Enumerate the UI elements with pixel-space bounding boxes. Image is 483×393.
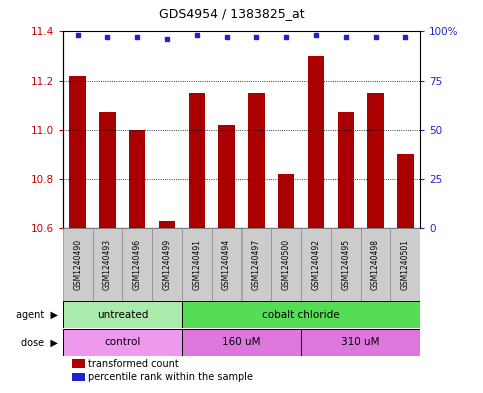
Text: GSM1240495: GSM1240495 [341,239,350,290]
Bar [99,112,115,228]
Text: GSM1240498: GSM1240498 [371,239,380,290]
Bar [129,130,145,228]
Text: untreated: untreated [97,310,148,320]
Text: 160 uM: 160 uM [222,337,261,347]
Text: GSM1240492: GSM1240492 [312,239,320,290]
Bar [242,228,271,301]
Bar [271,228,301,301]
Bar [70,75,86,228]
Bar [63,329,182,356]
Bar [212,228,242,301]
Bar [152,228,182,301]
Bar [390,228,420,301]
Bar [397,154,413,228]
Text: GSM1240497: GSM1240497 [252,239,261,290]
Bar [63,301,182,328]
Bar [93,228,122,301]
Bar [63,228,93,301]
Text: percentile rank within the sample: percentile rank within the sample [88,372,253,382]
Bar [301,329,420,356]
Text: GDS4954 / 1383825_at: GDS4954 / 1383825_at [159,7,305,20]
Bar [278,174,294,228]
Text: GSM1240494: GSM1240494 [222,239,231,290]
Bar [182,228,212,301]
Bar [189,93,205,228]
Bar [122,228,152,301]
Text: GSM1240491: GSM1240491 [192,239,201,290]
Text: control: control [104,337,141,347]
Bar [368,93,384,228]
Bar [301,228,331,301]
Bar [182,329,301,356]
Text: agent  ▶: agent ▶ [16,310,58,320]
Text: dose  ▶: dose ▶ [21,337,58,347]
Bar [338,112,354,228]
Text: GSM1240499: GSM1240499 [163,239,171,290]
Bar [331,228,361,301]
Text: transformed count: transformed count [88,358,179,369]
Text: cobalt chloride: cobalt chloride [262,310,340,320]
Bar [182,301,420,328]
Bar [308,56,324,228]
Text: GSM1240496: GSM1240496 [133,239,142,290]
Bar [159,220,175,228]
Text: GSM1240500: GSM1240500 [282,239,291,290]
Bar [218,125,235,228]
Text: GSM1240501: GSM1240501 [401,239,410,290]
Bar [248,93,265,228]
Text: GSM1240490: GSM1240490 [73,239,82,290]
Text: 310 uM: 310 uM [341,337,380,347]
Bar [361,228,390,301]
Text: GSM1240493: GSM1240493 [103,239,112,290]
